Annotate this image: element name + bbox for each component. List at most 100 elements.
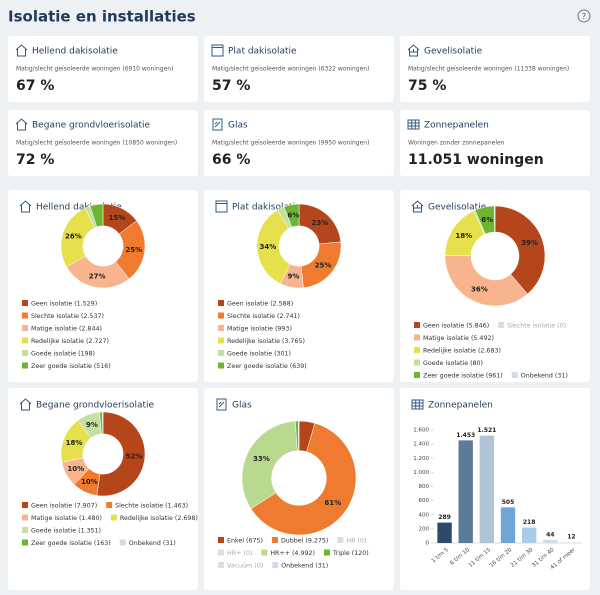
legend-label: Zeer goede isolatie (961) — [423, 373, 503, 380]
donut-slice — [494, 205, 546, 295]
legend-swatch — [22, 300, 28, 306]
legend-item: HR++ (4.992) — [261, 549, 315, 557]
legend-label: Zeer goede isolatie (639) — [227, 363, 307, 370]
donut-slice — [250, 422, 357, 536]
legend-label: Goede isolatie (198) — [31, 351, 95, 358]
legend-item: Zeer goede isolatie (639) — [218, 362, 307, 370]
help-label[interactable]: ? — [582, 12, 586, 21]
legend-label: Slechte isolatie (1.463) — [115, 503, 188, 510]
kpi-title: Plat dakisolatie — [228, 47, 297, 57]
icon-stroke — [407, 44, 420, 57]
icon — [411, 399, 424, 410]
chart-title: Glas — [232, 401, 252, 411]
icon-stroke — [19, 398, 32, 411]
kpi-subtitle: Woningen zonder zonnepanelen — [408, 140, 505, 147]
donut-slice — [444, 255, 528, 307]
legend-swatch — [414, 372, 420, 378]
legend-label: Matige isolatie (993) — [227, 326, 292, 333]
help-button[interactable] — [577, 9, 591, 23]
legend-swatch — [218, 337, 224, 344]
legend-item: Triple (120) — [323, 549, 369, 557]
kpi-subtitle: Matig/slecht geïsoleerde woningen (9950 … — [212, 140, 369, 147]
slice-label: 10% — [67, 465, 84, 473]
slice-label: 39% — [521, 239, 538, 247]
icon — [211, 44, 224, 57]
icon-stroke — [211, 44, 224, 57]
legend-item: Matige isolatie (993) — [218, 325, 292, 333]
legend-item: Enkel (675) — [218, 537, 263, 545]
slice-label: 25% — [125, 246, 142, 254]
slice-label: 6% — [287, 211, 299, 219]
legend-item: Zeer goede isolatie (961) — [414, 372, 503, 380]
legend-swatch — [271, 537, 278, 543]
legend-label: Redelijke isolatie (2.683) — [423, 348, 501, 355]
legend-item: Geen isolatie (7.907) — [22, 502, 97, 510]
legend-item: Geen isolatie (5.846) — [414, 322, 489, 330]
legend-label: Triple (120) — [332, 550, 369, 557]
kpi-card — [204, 36, 394, 102]
legend-label: Geen isolatie (2.588) — [227, 301, 293, 308]
slice-label: 9% — [86, 421, 98, 429]
y-tick-label: 600 — [419, 498, 430, 504]
legend-swatch — [22, 539, 28, 546]
kpi-title: Hellend dakisolatie — [32, 47, 118, 57]
slice-label: 15% — [109, 214, 126, 222]
chart-title: Zonnepanelen — [428, 401, 493, 411]
kpi-value: 11.051 woningen — [408, 152, 544, 168]
donut-slice — [241, 420, 298, 510]
kpi-value: 67 % — [16, 78, 54, 94]
chart-title: Begane grondvloerisolatie — [36, 401, 154, 411]
legend-item: Redelijke isolatie (2.698) — [110, 514, 198, 522]
legend-item: HR (0) — [337, 537, 366, 545]
legend-item: Dubbel (9.275) — [271, 537, 328, 545]
chart-title: Plat dakisolatie — [232, 203, 301, 213]
legend-item: Zeer goede isolatie (516) — [22, 362, 111, 370]
slice-label: 18% — [66, 439, 83, 447]
legend-swatch — [498, 322, 505, 328]
legend-swatch — [218, 537, 224, 543]
legend-label: Dubbel (9.275) — [281, 538, 328, 545]
legend-swatch — [272, 562, 279, 568]
kpi-subtitle: Matig/slecht geïsoleerde woningen (10850… — [16, 140, 177, 147]
donut-slice — [283, 203, 300, 228]
slice-label: 25% — [315, 262, 332, 270]
legend-label: Zeer goede isolatie (516) — [31, 363, 111, 370]
legend-item: Vacuüm (0) — [218, 562, 263, 570]
legend-swatch — [22, 362, 28, 369]
donut-slice — [298, 420, 300, 451]
icon — [15, 118, 28, 131]
legend-item: Zeer goede isolatie (163) — [22, 539, 111, 547]
icon-stroke — [407, 119, 420, 130]
bar — [500, 507, 516, 543]
icon-stroke — [15, 118, 28, 131]
icon — [407, 119, 420, 130]
bar-value-label: 1.521 — [477, 427, 496, 434]
bar-value-label: 1.453 — [456, 432, 475, 439]
icon — [212, 118, 223, 131]
kpi-value: 72 % — [16, 152, 54, 168]
kpi-subtitle: Matig/slecht geïsoleerde woningen (6910 … — [16, 66, 173, 73]
icon-stroke — [15, 44, 28, 57]
legend-label: Matige isolatie (1.480) — [31, 515, 102, 522]
legend-item: Onbekend (31) — [511, 372, 568, 380]
kpi-title: Begane grondvloerisolatie — [32, 121, 150, 131]
legend-item: Matige isolatie (1.480) — [22, 514, 102, 522]
y-tick-label: 1.000 — [413, 470, 429, 476]
legend-swatch — [22, 514, 28, 521]
legend-swatch — [218, 325, 224, 331]
legend-swatch — [110, 514, 117, 521]
slice-label: 18% — [455, 232, 472, 240]
legend-swatch — [119, 539, 126, 546]
legend-item: Matige isolatie (2.844) — [22, 325, 102, 333]
y-tick-label: 1.600 — [413, 428, 429, 434]
legend-item: HR+ (0) — [218, 549, 252, 557]
legend-label: Goede isolatie (80) — [423, 360, 483, 367]
icon-stroke — [216, 398, 227, 411]
legend-swatch — [511, 372, 518, 378]
icon — [215, 200, 228, 213]
legend-label: Onbekend (31) — [281, 563, 328, 570]
slice-label: 10% — [81, 478, 98, 486]
legend-swatch — [414, 334, 420, 341]
legend-swatch — [22, 527, 28, 533]
legend-item: Goede isolatie (1.351) — [22, 527, 101, 535]
